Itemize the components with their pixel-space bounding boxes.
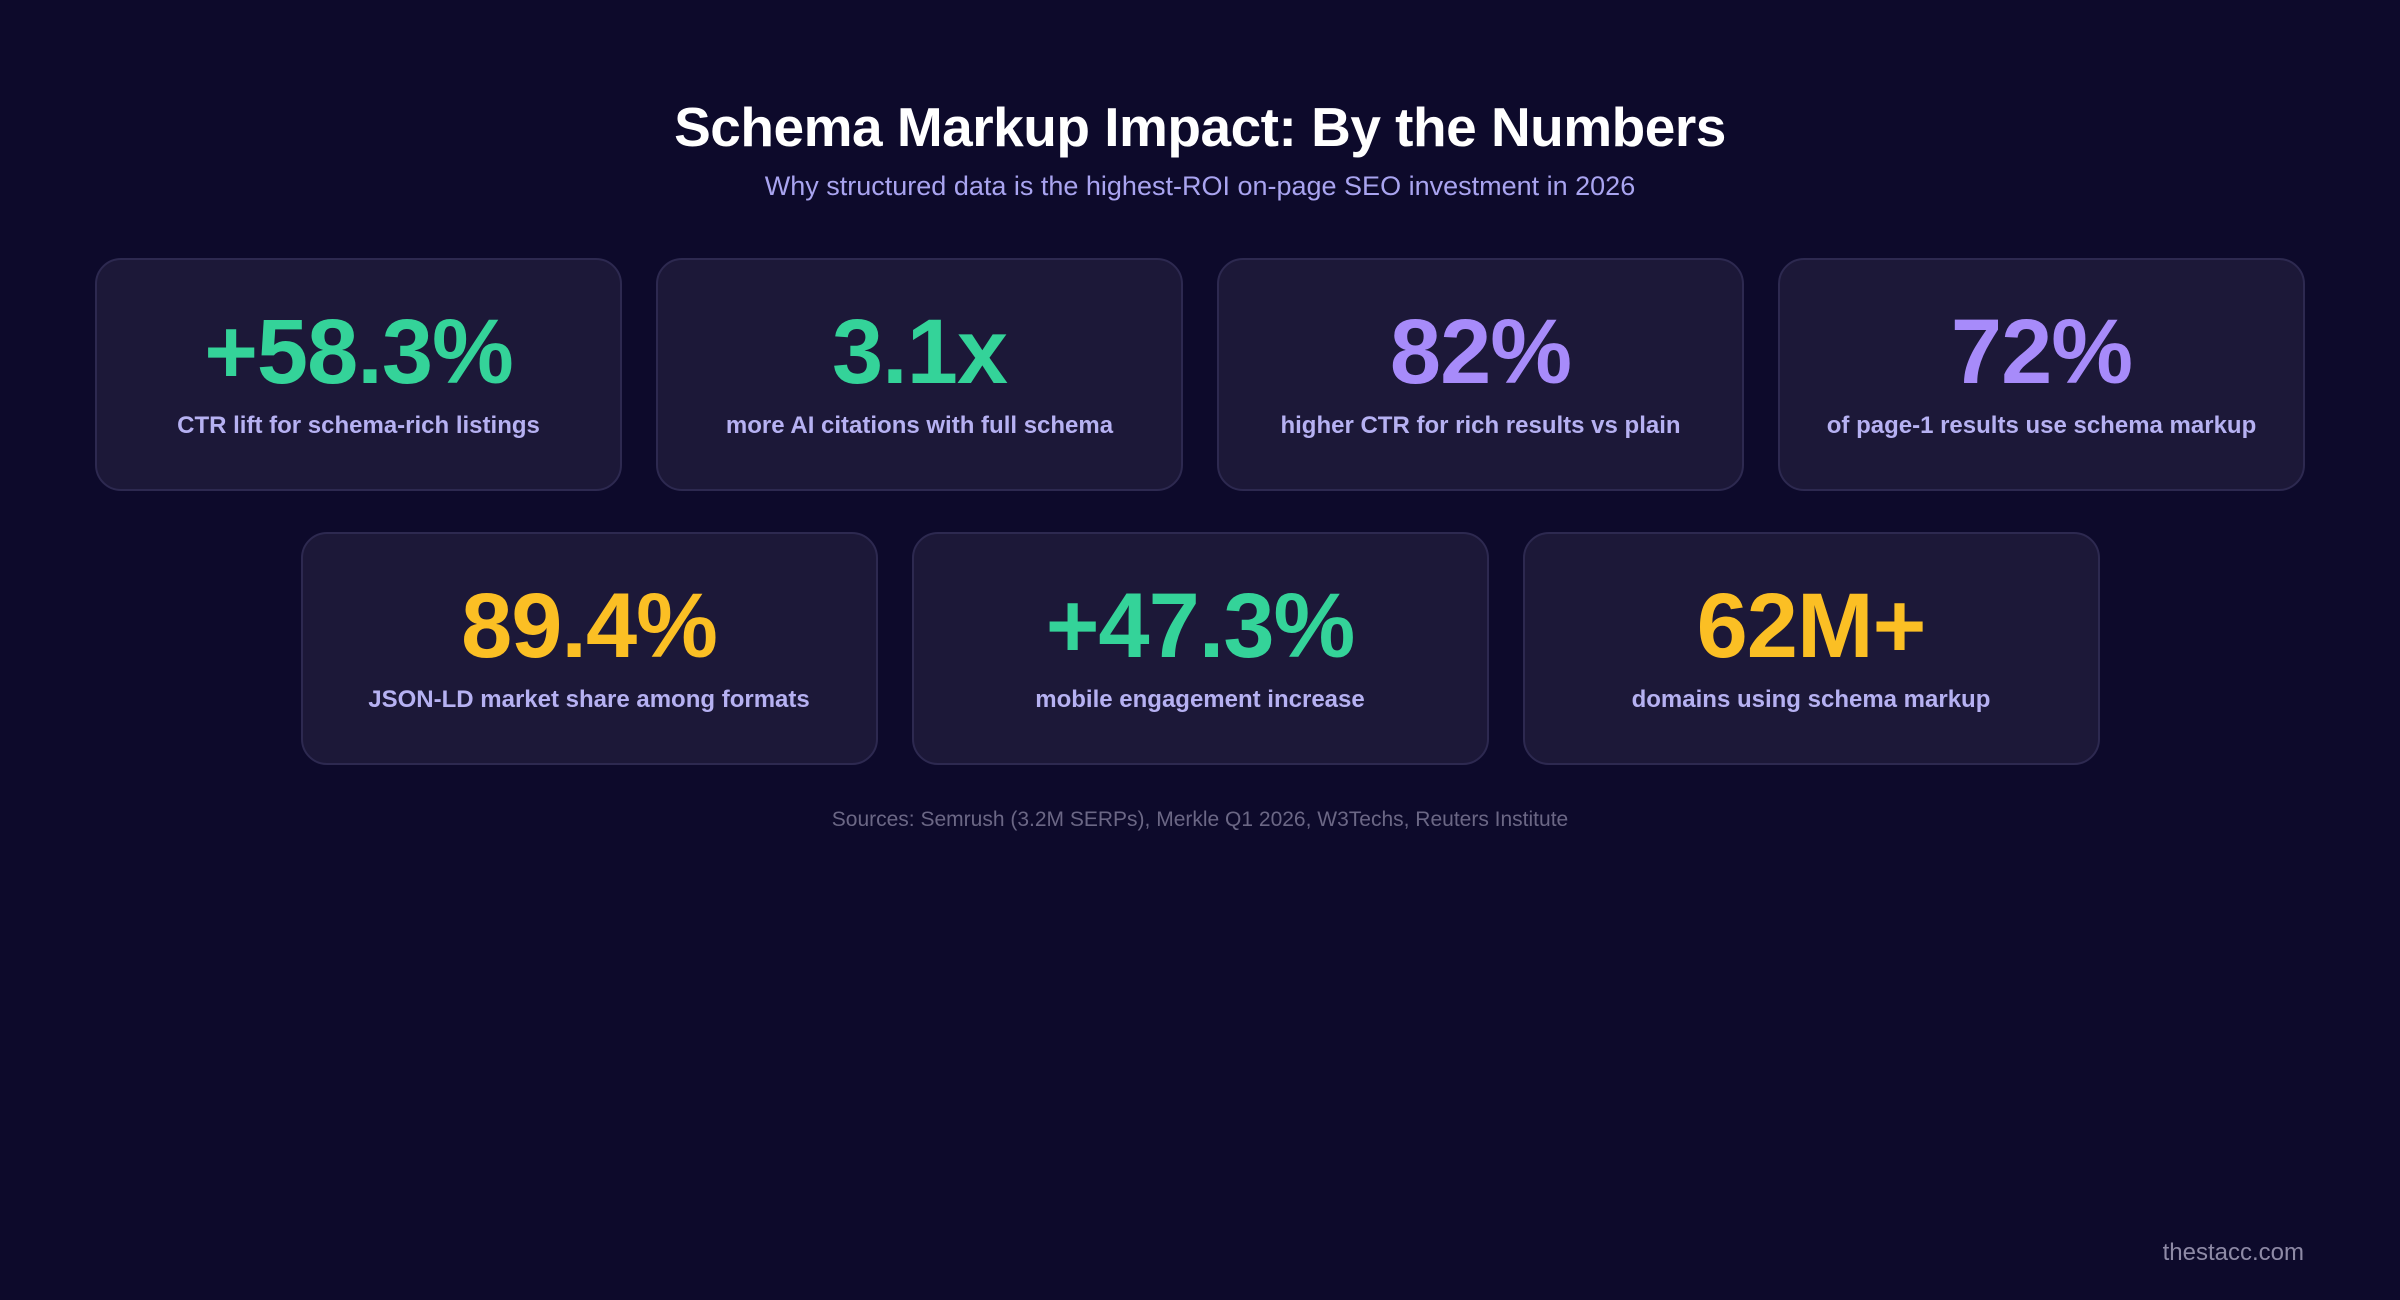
- header: Schema Markup Impact: By the Numbers Why…: [0, 88, 2400, 206]
- stat-card-ctr-lift: +58.3% CTR lift for schema-rich listings: [95, 258, 622, 491]
- page-subtitle: Why structured data is the highest-ROI o…: [764, 171, 1636, 201]
- stat-card-json-ld-share: 89.4% JSON-LD market share among formats: [300, 532, 878, 765]
- stat-label: of page-1 results use schema markup: [1826, 412, 2257, 439]
- stat-card-domains: 62M+ domains using schema markup: [1522, 532, 2100, 765]
- stat-value: 3.1x: [831, 301, 1008, 403]
- sources-note: Sources: Semrush (3.2M SERPs), Merkle Q1…: [831, 808, 1569, 831]
- stat-label: more AI citations with full schema: [725, 412, 1114, 439]
- stat-card-rich-results-ctr: 82% higher CTR for rich results vs plain: [1217, 258, 1744, 491]
- page-title: Schema Markup Impact: By the Numbers: [674, 96, 1726, 158]
- stat-value: 82%: [1389, 301, 1572, 403]
- stats-row-2: 89.4% JSON-LD market share among formats…: [0, 532, 2400, 765]
- stat-label: CTR lift for schema-rich listings: [177, 412, 540, 439]
- stat-card-mobile-engagement: +47.3% mobile engagement increase: [911, 532, 1489, 765]
- stat-label: domains using schema markup: [1631, 686, 1991, 713]
- stats-row-1: +58.3% CTR lift for schema-rich listings…: [0, 258, 2400, 491]
- stat-label: higher CTR for rich results vs plain: [1280, 412, 1681, 439]
- watermark: thestacc.com: [2162, 1239, 2304, 1266]
- stat-value: 62M+: [1696, 575, 1927, 677]
- stat-value: +58.3%: [204, 301, 514, 403]
- stat-label: mobile engagement increase: [1035, 686, 1365, 713]
- stat-label: JSON-LD market share among formats: [368, 686, 810, 713]
- stat-card-page1-usage: 72% of page-1 results use schema markup: [1778, 258, 2305, 491]
- stat-card-ai-citations: 3.1x more AI citations with full schema: [656, 258, 1183, 491]
- stat-value: 72%: [1950, 301, 2133, 403]
- stat-value: 89.4%: [461, 575, 718, 677]
- stat-value: +47.3%: [1045, 575, 1356, 677]
